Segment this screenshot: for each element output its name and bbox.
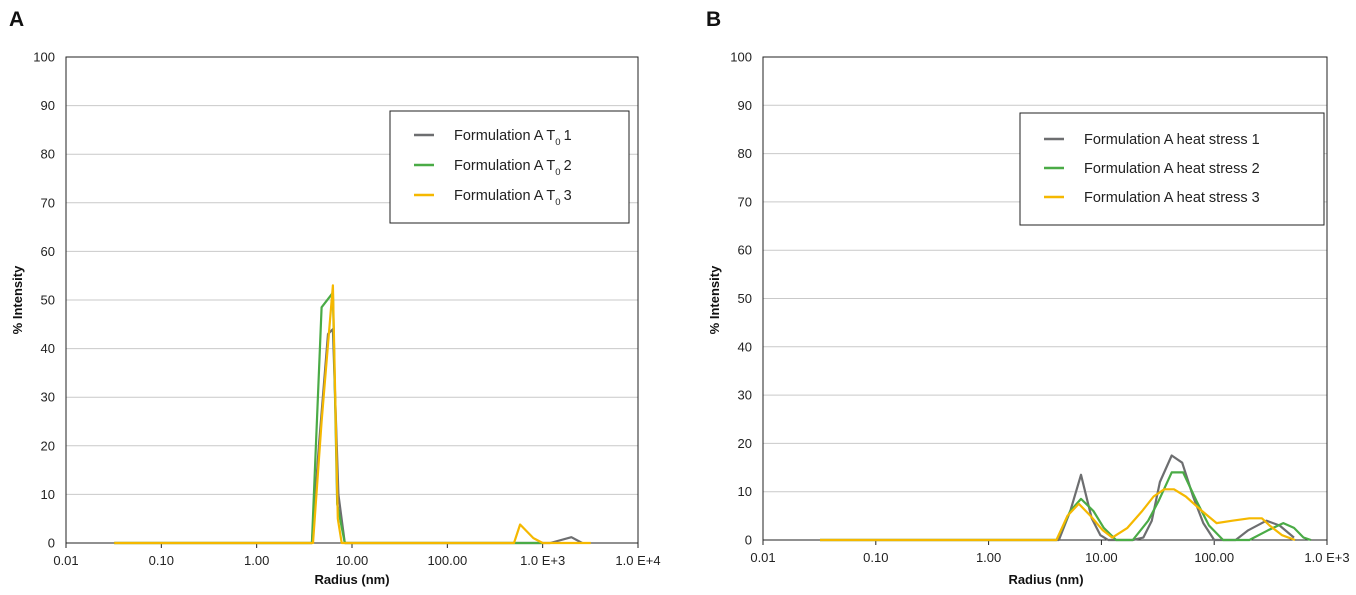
y-tick-label: 0 xyxy=(48,536,55,551)
chart-b: 0 10 20 30 40 50 60 70 80 90 100 0.01 0.10 1.00 10.00 1… xyxy=(707,50,1350,588)
x-tick-label: 0.01 xyxy=(750,550,775,565)
x-tick-label: 100.00 xyxy=(427,553,467,568)
legend: Formulation A heat stress 1 Formulation A… xyxy=(1019,112,1325,226)
x-tick-label: 100.00 xyxy=(1194,550,1234,565)
legend-label-2: Formulation A heat stress 2 xyxy=(1084,161,1260,177)
y-tick-label: 100 xyxy=(730,50,752,65)
x-tick-label: 1.00 xyxy=(244,553,269,568)
y-tick-label: 100 xyxy=(33,50,55,65)
y-tick-label: 80 xyxy=(738,146,752,161)
y-tick-label: 40 xyxy=(738,339,752,354)
chart-a: 0 10 20 30 40 50 60 70 80 90 100 0.01 0.10 1.00 10.00 1… xyxy=(10,50,661,588)
series-line-1 xyxy=(114,328,583,545)
y-tick-label: 0 xyxy=(745,533,752,548)
y-axis-title: % Intensity xyxy=(707,265,722,334)
y-tick-label: 30 xyxy=(738,388,752,403)
legend-label-1: Formulation A T0 1 xyxy=(454,128,572,148)
x-tick-label: 0.01 xyxy=(53,553,78,568)
x-tick-label: 10.00 xyxy=(1085,550,1118,565)
legend: Formulation A T0 1 Formulation A T0 2 Formul… xyxy=(389,110,630,224)
y-tick-label: 60 xyxy=(738,243,752,258)
y-tick-label: 70 xyxy=(41,195,55,210)
x-tick-label: 1.0 E+3 xyxy=(520,553,565,568)
panel-label-b: B xyxy=(706,8,722,31)
x-axis-title: Radius (nm) xyxy=(314,572,389,587)
y-tick-label: 20 xyxy=(41,438,55,453)
x-tick-label: 0.10 xyxy=(149,553,174,568)
legend-label-2: Formulation A T0 2 xyxy=(454,158,572,178)
y-tick-label: 20 xyxy=(738,436,752,451)
y-axis-title: % Intensity xyxy=(10,265,25,334)
y-tick-label: 80 xyxy=(41,147,55,162)
legend-label-3: Formulation A heat stress 3 xyxy=(1084,190,1260,206)
legend-box xyxy=(1019,112,1325,226)
legend-label-1: Formulation A heat stress 1 xyxy=(1084,132,1260,148)
series-line-3 xyxy=(820,488,1296,542)
y-tick-label: 70 xyxy=(738,194,752,209)
x-tick-label: 1.00 xyxy=(976,550,1001,565)
x-tick-label: 1.0 E+3 xyxy=(1304,550,1349,565)
y-tick-label: 90 xyxy=(41,98,55,113)
y-tick-label: 40 xyxy=(41,341,55,356)
y-tick-label: 60 xyxy=(41,244,55,259)
series-line-3 xyxy=(114,284,591,545)
y-tick-label: 10 xyxy=(41,487,55,502)
panel-label-a: A xyxy=(9,8,25,31)
x-tick-label: 1.0 E+4 xyxy=(615,553,660,568)
y-tick-label: 50 xyxy=(41,293,55,308)
legend-label-3: Formulation A T0 3 xyxy=(454,188,572,208)
series-line-2 xyxy=(820,471,1312,542)
y-tick-label: 10 xyxy=(738,484,752,499)
y-tick-label: 90 xyxy=(738,98,752,113)
x-tick-label: 0.10 xyxy=(863,550,888,565)
x-axis-title: Radius (nm) xyxy=(1008,572,1083,587)
y-tick-label: 50 xyxy=(738,291,752,306)
legend-box xyxy=(389,110,630,224)
x-tick-label: 10.00 xyxy=(336,553,369,568)
series-line-1 xyxy=(820,454,1295,542)
y-tick-label: 30 xyxy=(41,390,55,405)
